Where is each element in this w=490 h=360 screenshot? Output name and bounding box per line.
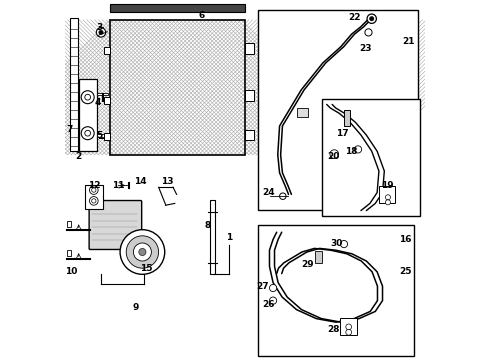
Circle shape <box>270 284 277 292</box>
Text: 9: 9 <box>132 303 138 312</box>
Circle shape <box>386 200 391 205</box>
Bar <box>110 20 245 155</box>
Circle shape <box>330 150 339 158</box>
Bar <box>379 186 395 203</box>
Text: 3: 3 <box>96 22 102 31</box>
Circle shape <box>369 17 374 21</box>
Text: 10: 10 <box>65 267 78 276</box>
Text: 19: 19 <box>381 181 393 190</box>
Bar <box>85 185 103 209</box>
Bar <box>315 251 321 263</box>
Circle shape <box>92 199 96 203</box>
Circle shape <box>99 30 103 35</box>
Bar <box>79 79 97 151</box>
Text: 11: 11 <box>112 181 124 190</box>
Text: 26: 26 <box>262 300 275 309</box>
Bar <box>322 99 419 216</box>
Text: 23: 23 <box>359 44 372 53</box>
Circle shape <box>120 230 165 274</box>
Bar <box>344 110 350 126</box>
Text: 30: 30 <box>331 239 343 248</box>
Circle shape <box>97 28 106 37</box>
Bar <box>341 318 357 335</box>
Circle shape <box>90 197 98 205</box>
Text: 6: 6 <box>198 10 205 19</box>
Text: 24: 24 <box>262 188 275 197</box>
Text: 22: 22 <box>348 13 361 22</box>
Text: 25: 25 <box>399 267 412 276</box>
Bar <box>99 138 107 139</box>
Circle shape <box>126 236 159 268</box>
Text: 14: 14 <box>134 177 147 186</box>
Circle shape <box>354 146 362 153</box>
Text: 1: 1 <box>226 233 232 242</box>
Circle shape <box>346 329 351 335</box>
Circle shape <box>270 297 277 304</box>
Circle shape <box>133 243 151 261</box>
Text: 28: 28 <box>327 325 340 334</box>
Bar <box>67 221 71 227</box>
Circle shape <box>85 130 91 136</box>
Circle shape <box>85 94 91 100</box>
Bar <box>103 97 110 104</box>
Circle shape <box>139 248 146 256</box>
Circle shape <box>346 324 351 330</box>
Text: 12: 12 <box>88 181 101 190</box>
Bar <box>258 225 414 356</box>
Bar <box>245 130 254 140</box>
Circle shape <box>365 29 372 36</box>
Bar <box>103 47 110 54</box>
Bar <box>110 4 245 12</box>
Bar <box>98 134 108 137</box>
Bar <box>98 93 108 95</box>
Text: 5: 5 <box>96 130 102 139</box>
Bar <box>210 200 215 274</box>
FancyBboxPatch shape <box>89 201 142 249</box>
Bar <box>297 108 308 117</box>
Circle shape <box>81 127 94 140</box>
Text: 21: 21 <box>403 37 415 46</box>
Bar <box>110 20 245 155</box>
Circle shape <box>92 188 96 192</box>
Circle shape <box>90 186 98 194</box>
Text: 20: 20 <box>327 152 340 161</box>
Text: 4: 4 <box>94 98 100 107</box>
Bar <box>245 43 254 54</box>
Circle shape <box>367 14 376 23</box>
Circle shape <box>280 193 286 199</box>
Text: 29: 29 <box>302 260 314 269</box>
Text: 17: 17 <box>336 129 348 138</box>
Text: 18: 18 <box>345 147 357 156</box>
Text: 16: 16 <box>399 235 412 244</box>
Text: 15: 15 <box>140 264 152 273</box>
Text: 13: 13 <box>161 177 174 186</box>
Circle shape <box>386 195 391 200</box>
Text: 2: 2 <box>75 152 82 161</box>
Text: 27: 27 <box>256 282 269 291</box>
Bar <box>67 250 71 256</box>
Bar <box>71 18 78 151</box>
Bar <box>245 90 254 101</box>
Text: 8: 8 <box>204 220 210 230</box>
Circle shape <box>341 240 347 248</box>
Bar <box>103 133 110 140</box>
Text: 7: 7 <box>66 125 73 134</box>
Bar <box>110 20 245 155</box>
Circle shape <box>81 91 94 104</box>
Bar <box>258 10 418 210</box>
